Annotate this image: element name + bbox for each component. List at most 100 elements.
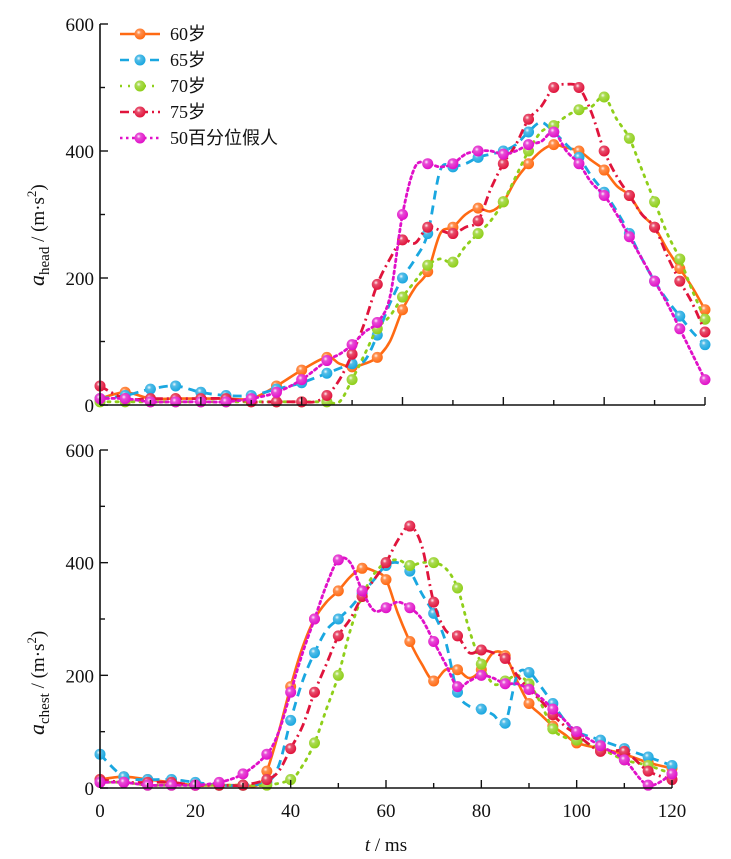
legend-label: 50百分位假人 — [170, 128, 278, 148]
y-tick-label: 400 — [66, 554, 95, 575]
data-point-shine — [618, 745, 630, 757]
data-point-shine — [523, 139, 535, 151]
series-line-chest-2 — [98, 558, 674, 787]
data-point-shine — [523, 113, 535, 125]
series-chest-2 — [94, 557, 678, 791]
series-head-0 — [94, 139, 711, 405]
data-point-shine — [356, 562, 368, 574]
data-point-shine — [452, 630, 463, 642]
data-point-shine — [452, 681, 463, 693]
data-point-shine — [404, 602, 416, 614]
legend-item: 60岁 — [120, 24, 206, 44]
data-point-shine — [649, 275, 661, 287]
data-point-shine — [447, 256, 459, 268]
data-point-shine — [296, 374, 308, 386]
legend-label: 75岁 — [170, 102, 206, 122]
data-point-shine — [245, 393, 257, 405]
data-point-shine — [598, 189, 610, 201]
data-point-shine — [422, 259, 434, 271]
data-point-shine — [261, 748, 273, 760]
x-tick-label: 80 — [472, 801, 491, 822]
chest-y-ticks: 0 200 400 600 — [66, 441, 95, 800]
data-point-shine — [404, 520, 416, 532]
series-line-head-3 — [99, 82, 707, 404]
head-acceleration-panel: 0 200 400 600 ahead / (m·s2) 60岁 65岁 70岁 75岁 50… — [24, 15, 711, 417]
data-point-shine — [499, 652, 511, 664]
data-point-shine — [475, 669, 487, 681]
data-point-shine — [666, 759, 678, 771]
data-point-shine — [397, 304, 408, 316]
data-point-shine — [261, 774, 273, 786]
data-point-shine — [618, 754, 630, 766]
y-tick-label: 600 — [66, 441, 95, 462]
data-point-shine — [321, 367, 333, 379]
data-point-shine — [548, 139, 560, 151]
data-point-shine — [452, 664, 463, 676]
series-chest-0 — [94, 562, 678, 791]
data-point-shine — [422, 158, 434, 170]
data-point-shine — [397, 291, 408, 303]
data-point-shine — [623, 189, 635, 201]
chest-y-axis-title: achest / (m·s2) — [24, 631, 53, 735]
data-point-shine — [332, 554, 344, 566]
data-point-shine — [573, 104, 585, 116]
data-point-shine — [666, 768, 678, 780]
data-point-shine — [332, 613, 344, 625]
legend-item: 75岁 — [120, 102, 206, 122]
data-point-shine — [404, 636, 416, 648]
data-point-shine — [523, 126, 535, 138]
legend: 60岁 65岁 70岁 75岁 50百分位假人 — [120, 24, 278, 148]
series-chest-3 — [94, 520, 678, 791]
x-tick-label: 100 — [562, 801, 591, 822]
data-point-shine — [428, 675, 440, 687]
y-tick-label: 0 — [85, 779, 95, 800]
chest-axes — [99, 449, 673, 789]
chest-series-layer — [94, 520, 678, 791]
legend-label: 65岁 — [170, 50, 206, 70]
data-point-shine — [397, 209, 408, 220]
head-y-ticks: 0 200 400 600 — [66, 15, 95, 417]
legend-marker-shine — [134, 54, 146, 66]
data-point-shine — [674, 253, 686, 265]
data-point-shine — [380, 602, 392, 614]
data-point-shine — [598, 164, 610, 176]
series-line-chest-4 — [98, 556, 674, 787]
y-tick-label: 0 — [85, 396, 95, 417]
data-point-shine — [452, 582, 463, 594]
data-point-shine — [573, 82, 585, 93]
data-point-shine — [649, 196, 661, 208]
data-point-shine — [321, 355, 333, 367]
data-point-shine — [523, 158, 535, 170]
data-point-shine — [699, 313, 711, 325]
data-point-shine — [623, 231, 635, 243]
data-point-shine — [285, 774, 297, 786]
series-head-1 — [94, 120, 711, 405]
data-point-shine — [598, 145, 610, 157]
data-point-shine — [547, 703, 559, 715]
data-point-shine — [166, 779, 177, 791]
series-head-4 — [94, 126, 711, 408]
data-point-shine — [475, 703, 487, 715]
data-point-shine — [699, 304, 711, 316]
data-point-shine — [321, 389, 333, 401]
series-line-chest-0 — [99, 566, 673, 788]
data-point-shine — [447, 158, 459, 170]
data-point-shine — [523, 667, 535, 679]
head-series-layer — [94, 82, 711, 408]
data-point-shine — [309, 613, 320, 625]
data-point-shine — [598, 91, 610, 103]
data-point-shine — [595, 740, 606, 752]
data-point-shine — [642, 765, 654, 777]
data-point-shine — [237, 768, 249, 780]
data-point-shine — [380, 574, 392, 586]
data-point-shine — [346, 339, 358, 351]
y-tick-label: 200 — [66, 666, 95, 687]
data-point-shine — [397, 272, 408, 284]
data-point-shine — [674, 323, 686, 335]
data-point-shine — [475, 658, 487, 670]
data-point-shine — [428, 636, 440, 648]
data-point-shine — [332, 630, 344, 642]
data-point-shine — [475, 644, 487, 656]
series-line-head-1 — [99, 120, 706, 400]
